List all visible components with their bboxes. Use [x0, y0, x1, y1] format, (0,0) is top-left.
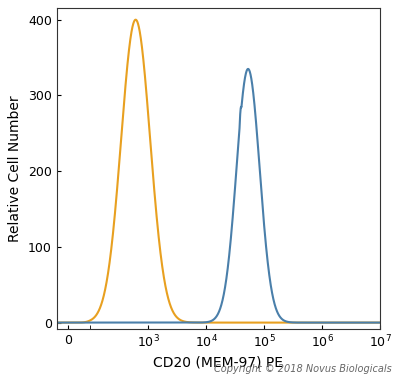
Text: Copyright © 2018 Novus Biologicals: Copyright © 2018 Novus Biologicals: [214, 364, 392, 374]
Y-axis label: Relative Cell Number: Relative Cell Number: [8, 95, 22, 242]
X-axis label: CD20 (MEM-97) PE: CD20 (MEM-97) PE: [154, 356, 284, 370]
